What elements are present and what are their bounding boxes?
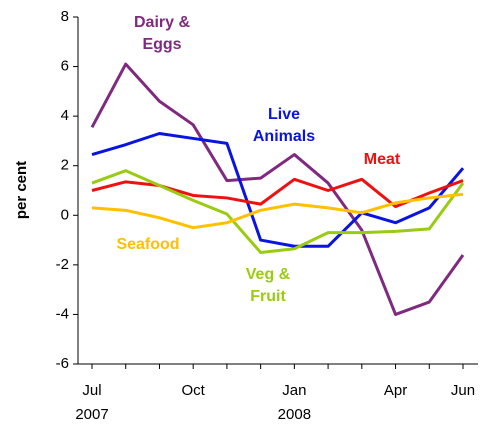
x-tick-label: Oct: [181, 382, 205, 399]
series-label: Veg & Fruit: [245, 266, 291, 305]
y-tick-label: 8: [61, 8, 69, 25]
series-label: Dairy & Eggs: [133, 14, 191, 53]
series-line: [90, 62, 465, 316]
x-tick-label: Jul 2007: [75, 382, 109, 423]
series-label: Meat: [363, 151, 401, 168]
y-tick-label: 2: [61, 157, 69, 174]
series-label: Seafood: [116, 236, 180, 253]
x-tick-label: Apr: [383, 382, 408, 399]
x-tick-label: Jan 2008: [277, 382, 312, 423]
y-tick-label: -6: [56, 355, 69, 372]
y-axis-label: per cent: [13, 161, 30, 219]
series-line: [91, 169, 465, 254]
y-tick-label: 4: [61, 107, 69, 124]
x-tick-label: Jun: [450, 382, 476, 399]
series-label: Live Animals: [252, 106, 316, 145]
y-tick-label: 0: [61, 206, 69, 223]
y-tick-label: -2: [56, 256, 69, 273]
series-line: [91, 192, 464, 230]
y-tick-label: -4: [56, 305, 69, 322]
series-line: [91, 131, 465, 248]
series-line: [91, 177, 464, 209]
y-tick-label: 6: [61, 58, 69, 75]
